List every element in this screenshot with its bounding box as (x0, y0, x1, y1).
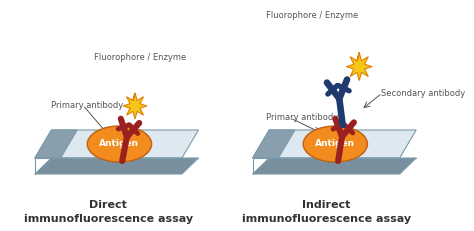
Text: Fluorophore / Enzyme: Fluorophore / Enzyme (93, 53, 186, 62)
Polygon shape (253, 130, 416, 158)
Text: Secondary antibody: Secondary antibody (381, 88, 465, 97)
Text: Indirect
immunofluorescence assay: Indirect immunofluorescence assay (242, 201, 410, 224)
Ellipse shape (303, 126, 367, 162)
Polygon shape (346, 53, 372, 81)
Text: Primary antibody: Primary antibody (266, 113, 339, 122)
Polygon shape (253, 130, 295, 158)
Polygon shape (35, 130, 77, 158)
Text: Antigen: Antigen (100, 140, 139, 149)
Polygon shape (35, 158, 199, 174)
Text: Fluorophore / Enzyme: Fluorophore / Enzyme (266, 11, 358, 20)
Polygon shape (253, 158, 416, 174)
Polygon shape (123, 93, 147, 119)
Text: Direct
immunofluorescence assay: Direct immunofluorescence assay (24, 201, 193, 224)
Polygon shape (35, 130, 199, 158)
Text: Antigen: Antigen (315, 140, 356, 149)
Text: Primary antibody: Primary antibody (51, 100, 123, 109)
Ellipse shape (87, 126, 152, 162)
